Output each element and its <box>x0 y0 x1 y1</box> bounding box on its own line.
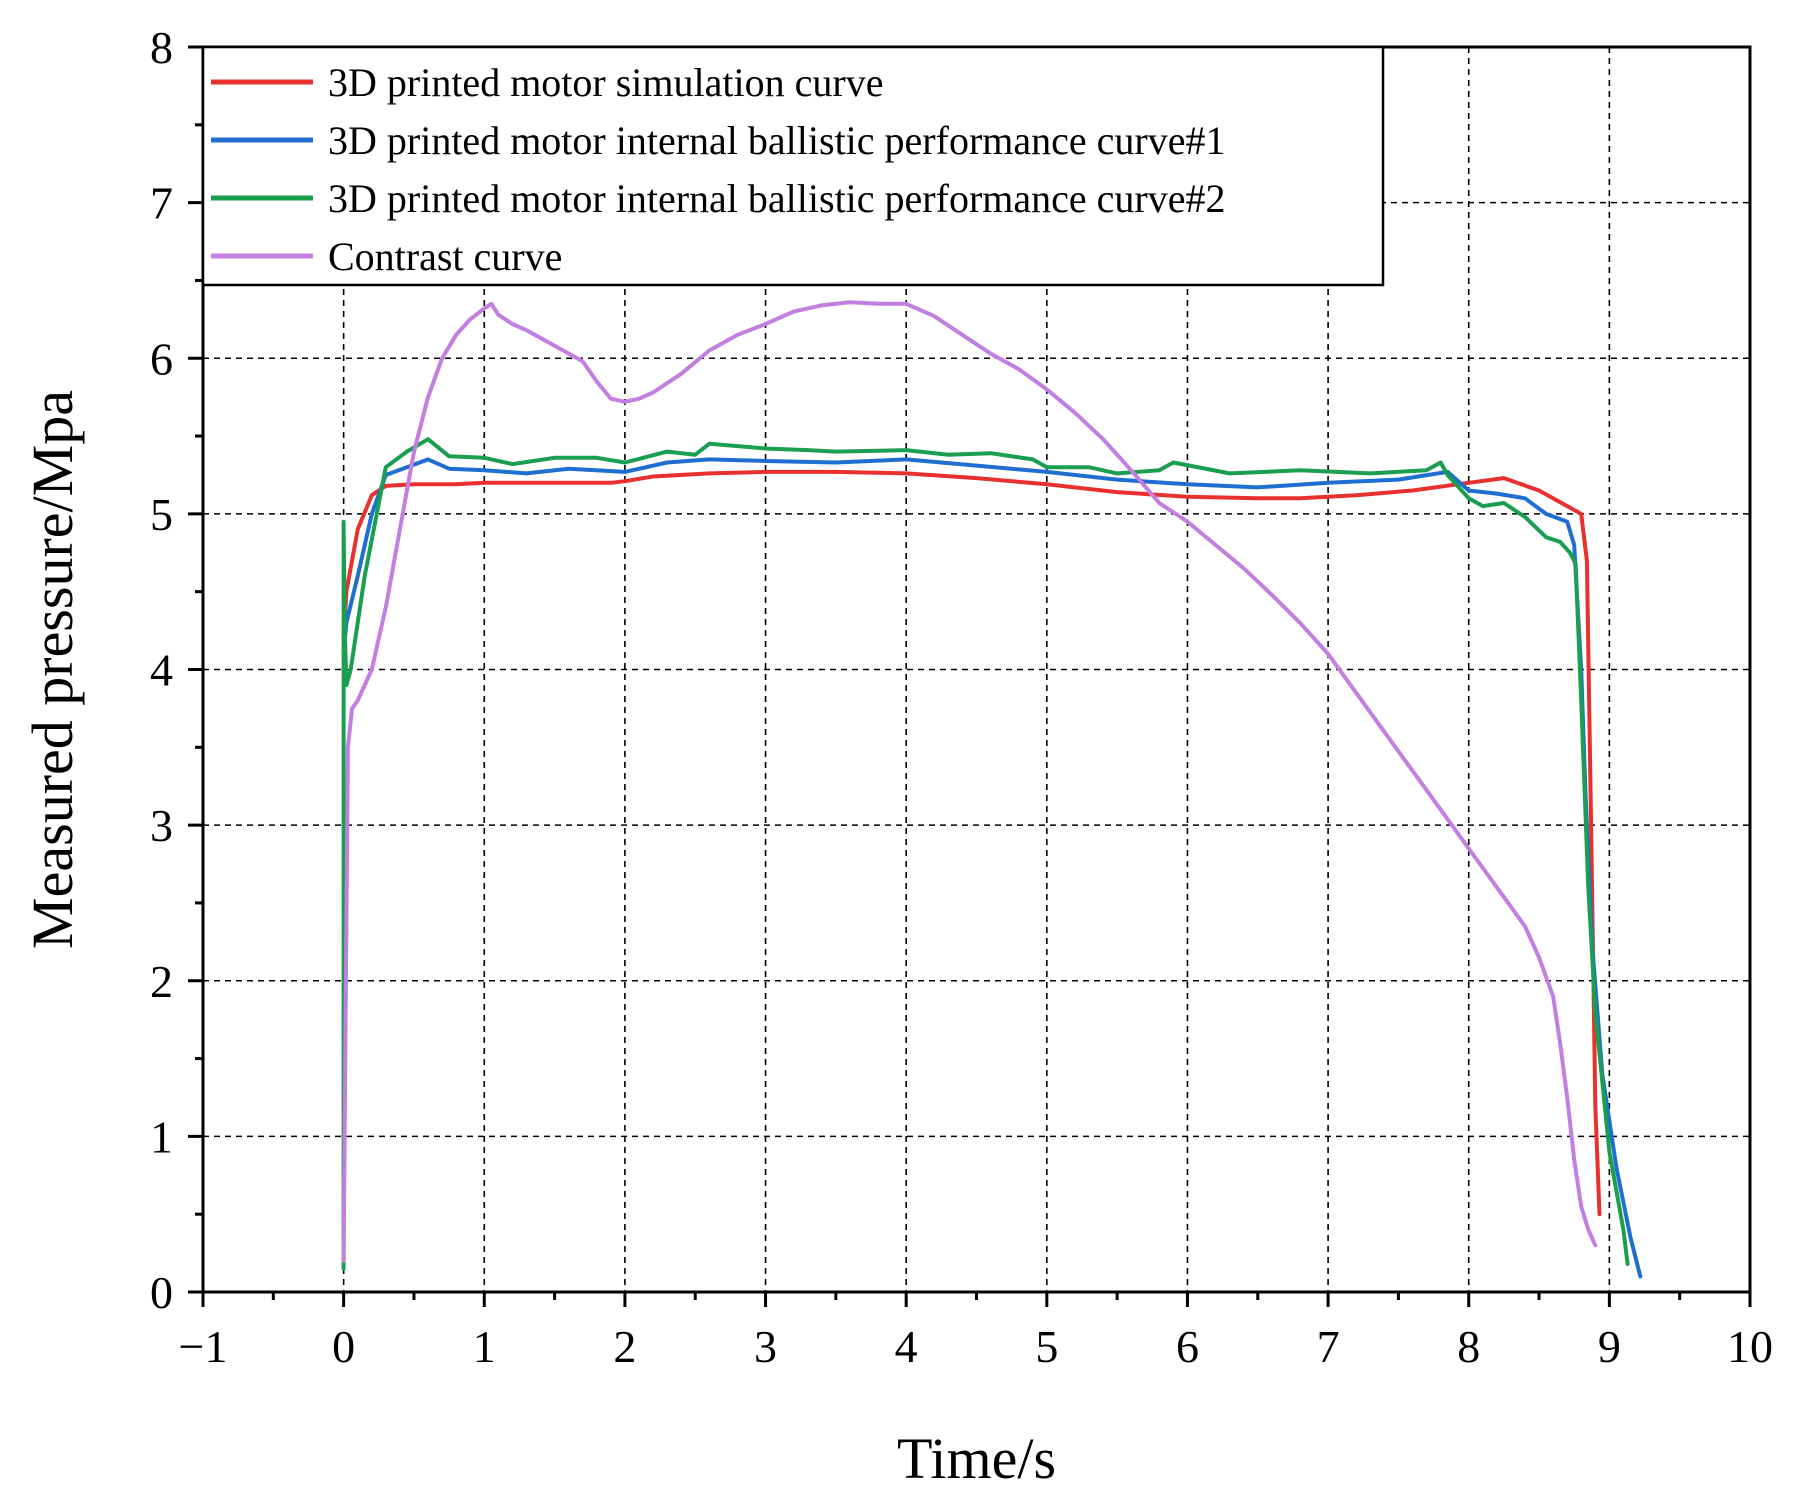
series-line-2 <box>341 457 1643 1279</box>
legend: 3D printed motor simulation curve 3D prin… <box>201 45 1385 287</box>
x-tick-label: 5 <box>1035 1321 1058 1372</box>
x-tick-label: 6 <box>1176 1321 1199 1372</box>
x-tick-label: −1 <box>179 1321 228 1372</box>
series-line-3 <box>341 437 1630 1271</box>
y-tick-label: 1 <box>150 1111 173 1162</box>
y-axis-title: Measured pressure/Mpa <box>20 390 85 949</box>
y-tick-label: 5 <box>150 489 173 540</box>
y-tick-label: 7 <box>150 178 173 229</box>
x-tick-label: 3 <box>754 1321 777 1372</box>
series-line-4 <box>341 300 1598 1263</box>
y-tick-label: 6 <box>150 333 173 384</box>
x-tick-label: 2 <box>613 1321 636 1372</box>
x-tick-label: 1 <box>473 1321 496 1372</box>
legend-label-1: 3D printed motor simulation curve <box>328 60 883 105</box>
legend-label-4: Contrast curve <box>328 234 562 279</box>
y-tick-label: 3 <box>150 800 173 851</box>
x-axis-title: Time/s <box>897 1426 1056 1491</box>
y-tick-label: 2 <box>150 956 173 1007</box>
series-lines <box>341 300 1643 1279</box>
y-tick-label: 8 <box>150 22 173 73</box>
legend-box <box>201 45 1385 287</box>
x-tick-label: 9 <box>1598 1321 1621 1372</box>
y-tick-label: 0 <box>150 1267 173 1318</box>
x-tick-label: 0 <box>332 1321 355 1372</box>
x-tick-label: 8 <box>1457 1321 1480 1372</box>
grid <box>203 47 1750 1292</box>
x-tick-label: 4 <box>895 1321 918 1372</box>
legend-label-3: 3D printed motor internal ballistic perf… <box>328 176 1225 221</box>
x-tick-label: 10 <box>1727 1321 1773 1372</box>
x-tick-label: 7 <box>1317 1321 1340 1372</box>
series-line-1 <box>341 469 1602 1217</box>
y-tick-label: 4 <box>150 645 173 696</box>
legend-label-2: 3D printed motor internal ballistic perf… <box>328 118 1225 163</box>
